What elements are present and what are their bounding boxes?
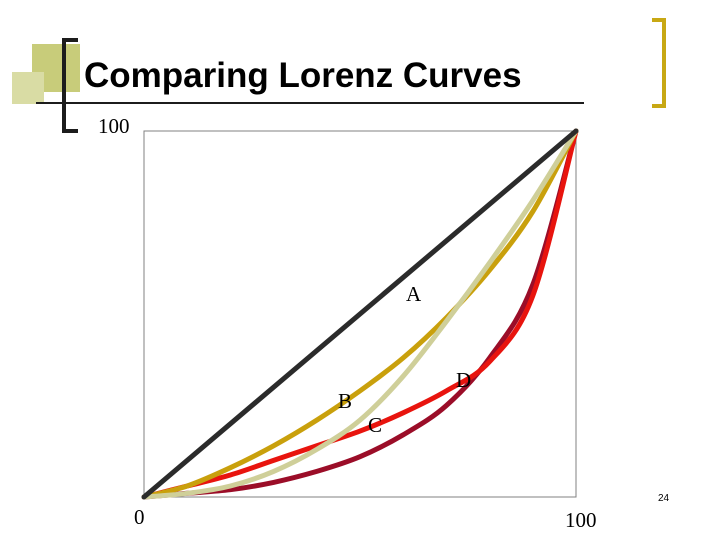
plot-frame (143, 130, 577, 498)
left-bracket (62, 38, 78, 133)
right-bracket (652, 18, 666, 108)
lorenz-curve-d (141, 128, 579, 500)
x-tick-label-0: 0 (134, 505, 145, 529)
page-number: 24 (658, 493, 670, 504)
y-tick-label-100: 100 (98, 114, 130, 138)
curve-label-c: C (368, 413, 382, 437)
lorenz-curve-b (141, 128, 579, 500)
curve-label-b: B (338, 389, 352, 413)
x-tick-label-100: 100 (565, 508, 597, 532)
lorenz-curve-a (141, 128, 579, 500)
slide-title: Comparing Lorenz Curves (84, 56, 522, 95)
accent-square-small (12, 72, 44, 104)
curve-label-a: A (406, 282, 422, 306)
equality-line (141, 128, 579, 500)
lorenz-curve-c (141, 128, 579, 500)
curve-label-d: D (456, 368, 471, 392)
title-underline (36, 102, 584, 104)
